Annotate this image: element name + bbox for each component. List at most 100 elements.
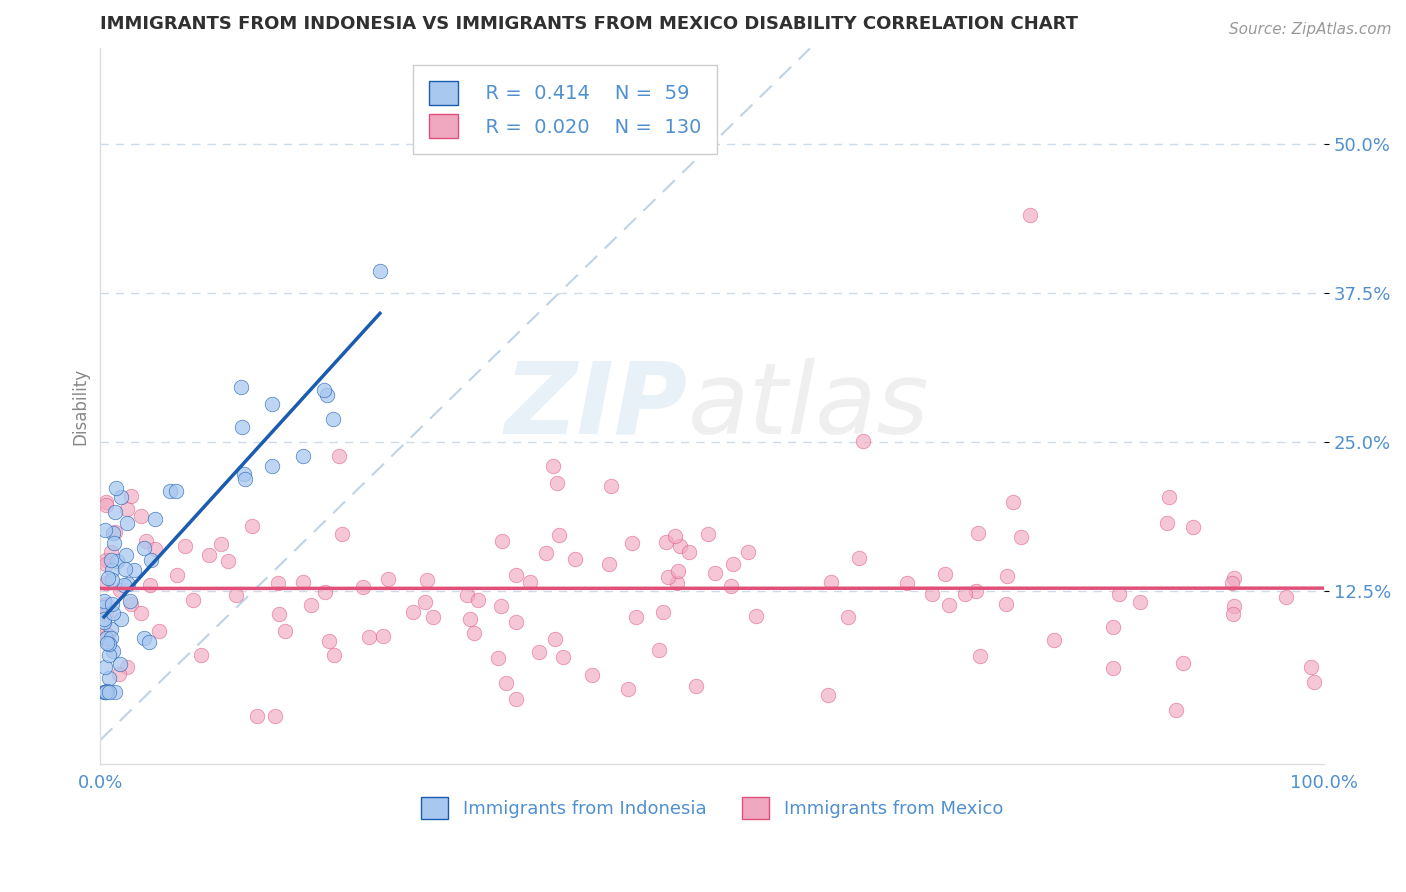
Point xyxy=(486,651,509,665)
Point xyxy=(817,688,839,702)
Point xyxy=(114,562,136,576)
Point xyxy=(96,553,118,567)
Point xyxy=(101,644,124,658)
Point xyxy=(546,476,568,491)
Point xyxy=(104,481,127,495)
Point xyxy=(1101,661,1123,675)
Point xyxy=(599,479,621,493)
Point xyxy=(745,608,768,623)
Point xyxy=(96,632,118,646)
Point xyxy=(96,557,118,571)
Point xyxy=(1156,516,1178,530)
Point xyxy=(323,648,346,662)
Point xyxy=(1274,591,1296,605)
Point xyxy=(368,264,391,278)
Point xyxy=(114,548,136,562)
Text: ZIP: ZIP xyxy=(505,358,688,455)
Point xyxy=(669,539,692,553)
Point xyxy=(1001,494,1024,508)
Point xyxy=(624,610,647,624)
Point xyxy=(225,589,247,603)
Point xyxy=(553,650,575,665)
Point xyxy=(97,648,120,662)
Point xyxy=(967,526,990,541)
Point xyxy=(820,574,842,589)
Point xyxy=(166,568,188,582)
Point xyxy=(93,594,115,608)
Point xyxy=(328,450,350,464)
Point xyxy=(678,545,700,559)
Point xyxy=(93,685,115,699)
Point xyxy=(1129,595,1152,609)
Point xyxy=(115,516,138,530)
Point xyxy=(108,667,131,681)
Point xyxy=(101,573,124,587)
Point xyxy=(1171,656,1194,670)
Point xyxy=(1019,208,1042,222)
Point xyxy=(696,527,718,541)
Point xyxy=(181,593,204,607)
Point xyxy=(262,458,284,473)
Point xyxy=(723,558,745,572)
Point xyxy=(100,544,122,558)
Point xyxy=(534,546,557,560)
Point xyxy=(104,525,127,540)
Y-axis label: Disability: Disability xyxy=(72,368,89,445)
Point xyxy=(352,580,374,594)
Point xyxy=(1181,520,1204,534)
Point xyxy=(456,588,478,602)
Point xyxy=(190,648,212,662)
Point xyxy=(135,534,157,549)
Point xyxy=(969,648,991,663)
Point xyxy=(543,632,565,646)
Point xyxy=(159,483,181,498)
Point xyxy=(101,607,124,621)
Point xyxy=(529,645,551,659)
Point xyxy=(938,598,960,612)
Point xyxy=(896,576,918,591)
Point xyxy=(232,467,254,481)
Point xyxy=(100,597,122,611)
Point xyxy=(737,544,759,558)
Point xyxy=(101,563,124,577)
Point xyxy=(685,679,707,693)
Text: IMMIGRANTS FROM INDONESIA VS IMMIGRANTS FROM MEXICO DISABILITY CORRELATION CHART: IMMIGRANTS FROM INDONESIA VS IMMIGRANTS … xyxy=(100,15,1078,33)
Point xyxy=(665,575,688,590)
Point xyxy=(652,605,675,619)
Point xyxy=(264,709,287,723)
Point xyxy=(115,502,138,516)
Point xyxy=(402,605,425,619)
Point xyxy=(620,535,643,549)
Point xyxy=(852,434,875,449)
Point xyxy=(110,490,132,504)
Point xyxy=(316,388,339,402)
Point xyxy=(93,615,115,630)
Point xyxy=(1108,587,1130,601)
Point xyxy=(94,631,117,645)
Point xyxy=(139,552,162,566)
Point xyxy=(299,598,322,612)
Point xyxy=(704,566,727,580)
Point xyxy=(209,537,232,551)
Point xyxy=(647,643,669,657)
Point xyxy=(1222,607,1244,622)
Point xyxy=(103,685,125,699)
Point xyxy=(505,615,527,630)
Point xyxy=(94,659,117,673)
Point xyxy=(97,627,120,641)
Text: atlas: atlas xyxy=(688,358,929,455)
Point xyxy=(100,553,122,567)
Point xyxy=(541,458,564,473)
Text: Source: ZipAtlas.com: Source: ZipAtlas.com xyxy=(1229,22,1392,37)
Point xyxy=(96,626,118,640)
Point xyxy=(995,597,1018,611)
Point xyxy=(93,523,115,537)
Point xyxy=(115,659,138,673)
Point xyxy=(458,612,481,626)
Legend: Immigrants from Indonesia, Immigrants from Mexico: Immigrants from Indonesia, Immigrants fr… xyxy=(413,789,1011,826)
Point xyxy=(112,578,135,592)
Point xyxy=(1223,571,1246,585)
Point xyxy=(96,636,118,650)
Point xyxy=(120,594,142,608)
Point xyxy=(246,709,269,723)
